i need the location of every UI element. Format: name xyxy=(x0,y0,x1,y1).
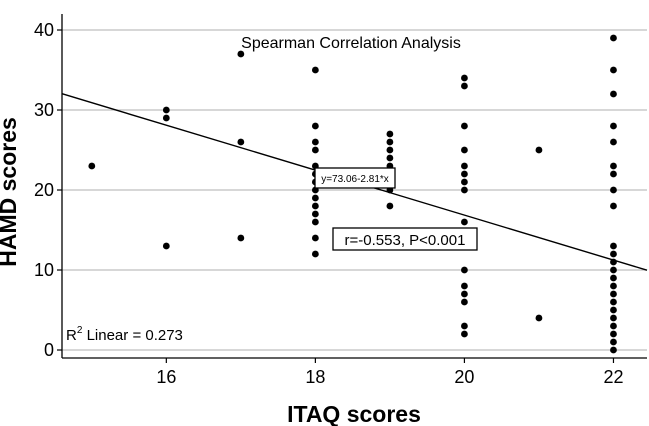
data-point xyxy=(610,66,617,74)
data-point xyxy=(610,274,617,282)
data-point xyxy=(162,114,170,122)
x-ticks: 16 18 20 22 xyxy=(156,358,623,387)
data-point xyxy=(610,90,617,98)
y-tick-label: 10 xyxy=(34,260,54,280)
data-point xyxy=(461,186,468,194)
data-point xyxy=(386,138,394,146)
correlation-text: r=-0.553, P<0.001 xyxy=(345,232,466,249)
data-point xyxy=(610,258,617,266)
x-tick-label: 16 xyxy=(156,367,176,387)
data-point xyxy=(610,170,617,178)
data-point xyxy=(237,234,245,242)
equation-box xyxy=(314,167,396,189)
data-point xyxy=(610,266,617,274)
data-point xyxy=(311,138,319,146)
grid-lines xyxy=(62,29,647,351)
data-point xyxy=(610,250,617,258)
data-point xyxy=(535,146,543,154)
data-point xyxy=(461,170,468,178)
data-point xyxy=(386,146,394,154)
data-point xyxy=(610,186,617,194)
x-tick-label: 22 xyxy=(603,367,623,387)
data-point xyxy=(311,146,319,154)
y-tick-label: 20 xyxy=(34,180,54,200)
data-point xyxy=(311,250,319,258)
data-point xyxy=(461,266,468,274)
data-point xyxy=(311,66,319,74)
data-point xyxy=(461,74,468,82)
data-point xyxy=(461,290,468,298)
data-point xyxy=(311,218,319,226)
data-point xyxy=(311,210,319,218)
data-point xyxy=(461,146,468,154)
x-tick-label: 20 xyxy=(454,367,474,387)
data-point xyxy=(461,282,468,290)
data-point xyxy=(610,34,617,42)
data-point xyxy=(311,234,319,242)
data-point xyxy=(461,330,468,338)
data-point xyxy=(386,154,394,162)
data-point xyxy=(461,122,468,130)
y-tick-label: 40 xyxy=(34,20,54,40)
data-point xyxy=(386,202,394,210)
data-point xyxy=(610,298,617,306)
data-point xyxy=(461,162,468,170)
correlation-box xyxy=(332,227,478,251)
data-point xyxy=(311,194,319,202)
data-point xyxy=(311,122,319,130)
data-point xyxy=(610,242,617,250)
data-point xyxy=(535,314,543,322)
y-ticks: 0 10 20 30 40 xyxy=(34,20,62,360)
data-point xyxy=(610,138,617,146)
equation-label: y=73.06-2.81*x xyxy=(314,167,396,189)
data-point xyxy=(610,338,617,346)
data-point xyxy=(237,138,245,146)
data-point xyxy=(162,242,170,250)
chart-title: Spearman Correlation Analysis xyxy=(241,35,461,52)
y-tick-label: 0 xyxy=(44,340,54,360)
data-point xyxy=(88,162,96,170)
data-point xyxy=(610,330,617,338)
data-point xyxy=(610,282,617,290)
data-point xyxy=(610,306,617,314)
y-axis-title: HAMD scores xyxy=(0,117,21,267)
x-axis-title: ITAQ scores xyxy=(287,401,421,426)
data-point xyxy=(610,314,617,322)
data-point xyxy=(311,202,319,210)
data-point xyxy=(610,122,617,130)
data-point xyxy=(386,130,394,138)
data-point xyxy=(610,290,617,298)
x-tick-label: 18 xyxy=(305,367,325,387)
correlation-label: r=-0.553, P<0.001 xyxy=(332,227,478,251)
data-point xyxy=(461,298,468,306)
y-tick-label: 30 xyxy=(34,100,54,120)
data-points xyxy=(88,34,617,354)
equation-text: y=73.06-2.81*x xyxy=(321,174,389,185)
data-point xyxy=(162,106,170,114)
data-point xyxy=(610,162,617,170)
data-point xyxy=(610,346,617,354)
data-point xyxy=(237,50,245,58)
r-squared-label: R2 Linear = 0.273 xyxy=(66,325,183,344)
data-point xyxy=(610,322,617,330)
data-point xyxy=(461,322,468,330)
axes xyxy=(61,14,647,359)
data-point xyxy=(461,218,468,226)
data-point xyxy=(461,178,468,186)
data-point xyxy=(610,202,617,210)
data-point xyxy=(461,82,468,90)
